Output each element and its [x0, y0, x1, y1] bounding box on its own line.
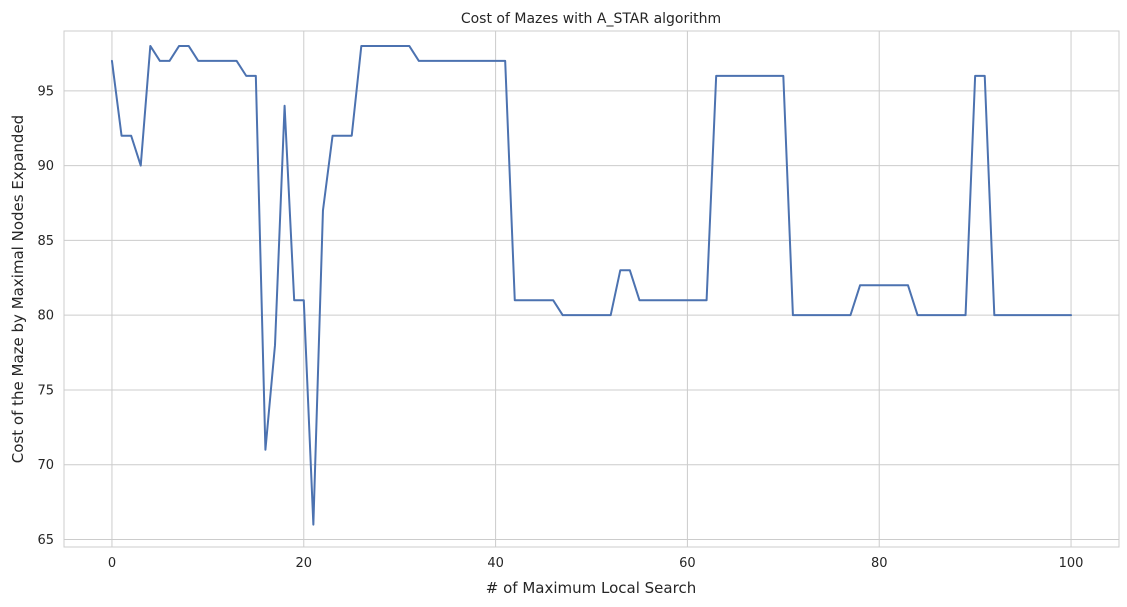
y-tick-labels: 65 70 75 80 85 90 95 — [37, 84, 54, 548]
x-tick-label: 60 — [679, 556, 696, 571]
plot-frame — [63, 30, 1120, 548]
y-tick-label: 90 — [37, 159, 54, 174]
x-tick-label: 20 — [295, 556, 312, 571]
y-tick-label: 75 — [37, 383, 54, 398]
y-tick-label: 95 — [37, 84, 54, 99]
x-tick-label: 40 — [487, 556, 504, 571]
x-tick-label: 0 — [108, 556, 116, 571]
y-axis-label: Cost of the Maze by Maximal Nodes Expand… — [9, 115, 27, 463]
y-tick-label: 80 — [37, 309, 54, 324]
y-tick-label: 65 — [37, 533, 54, 548]
y-tick-label: 70 — [37, 458, 54, 473]
series-line — [110, 44, 1073, 526]
y-tick-label: 85 — [37, 234, 54, 249]
x-axis-label: # of Maximum Local Search — [486, 579, 696, 597]
grid-lines — [64, 31, 1119, 547]
chart-title: Cost of Mazes with A_STAR algorithm — [461, 11, 721, 27]
x-tick-label: 100 — [1059, 556, 1084, 571]
x-tick-label: 80 — [871, 556, 888, 571]
x-tick-labels: 0 20 40 60 80 100 — [108, 556, 1084, 571]
